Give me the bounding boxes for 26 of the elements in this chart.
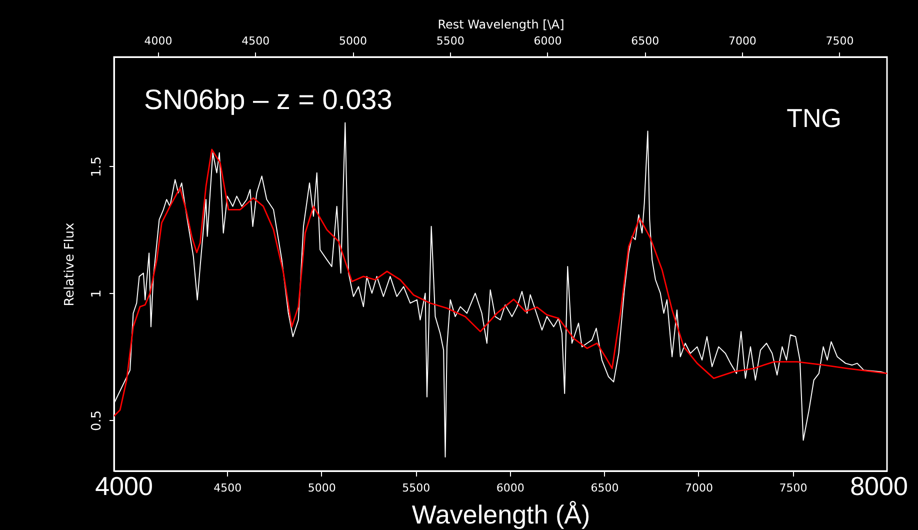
y-tick-label: 1.5	[90, 156, 104, 178]
x2-tick-label: 7000	[728, 34, 756, 48]
x2-tick-label: 5000	[339, 34, 368, 48]
annotation: 4000	[95, 471, 153, 501]
x-tick-label: 6500	[590, 482, 619, 494]
x2-tick-label: 4000	[144, 34, 172, 48]
x2-tick-label: 7500	[826, 34, 854, 48]
x-axis-title: Wavelength (Å)	[412, 500, 590, 530]
x-tick-label: 7000	[684, 482, 713, 494]
annotation: SN06bp – z = 0.033	[144, 84, 392, 115]
x2-tick-label: 4500	[242, 34, 270, 48]
x-tick-label: 5000	[308, 482, 336, 494]
y-tick-label: 1	[90, 290, 104, 298]
line-series	[114, 148, 887, 417]
annotation: TNG	[786, 103, 842, 133]
y-tick-label: 0.5	[90, 410, 104, 432]
y-axis-title: Relative Flux	[62, 222, 78, 306]
x2-tick-label: 6000	[534, 34, 562, 48]
x-tick-label: 4500	[214, 482, 242, 494]
x-tick-label: 6000	[496, 482, 524, 494]
x-tick-label: 5500	[402, 482, 430, 494]
annotation: 8000	[850, 471, 908, 501]
x2-tick-label: 6500	[631, 34, 660, 48]
x-tick-label: 7500	[779, 482, 808, 494]
x2-tick-label: 5500	[436, 34, 464, 48]
x2-axis-title: Rest Wavelength [\A]	[438, 18, 564, 32]
